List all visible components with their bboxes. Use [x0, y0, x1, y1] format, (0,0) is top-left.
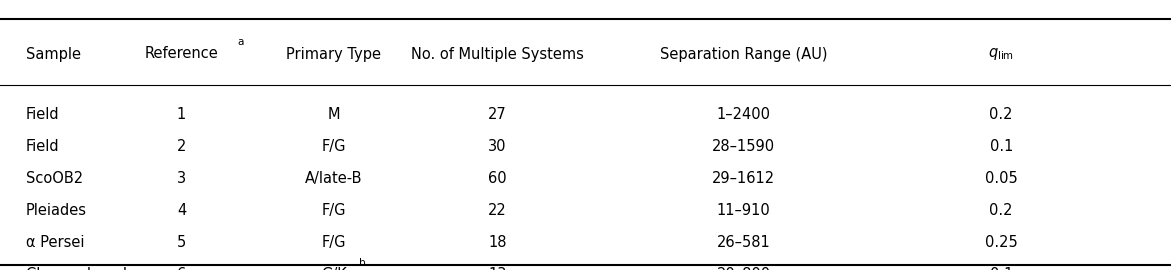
- Text: 0.05: 0.05: [985, 171, 1018, 186]
- Text: F/G: F/G: [322, 235, 345, 250]
- Text: ScoOB2: ScoOB2: [26, 171, 83, 186]
- Text: 13: 13: [488, 266, 507, 270]
- Text: 0.25: 0.25: [985, 235, 1018, 250]
- Text: 0.1: 0.1: [989, 139, 1013, 154]
- Text: 0.2: 0.2: [989, 203, 1013, 218]
- Text: 26–581: 26–581: [717, 235, 771, 250]
- Text: 60: 60: [488, 171, 507, 186]
- Text: a: a: [238, 37, 245, 47]
- Text: 22: 22: [488, 203, 507, 218]
- Text: 0.1: 0.1: [989, 266, 1013, 270]
- Text: F/G: F/G: [322, 139, 345, 154]
- Text: 4: 4: [177, 203, 186, 218]
- Text: b: b: [359, 258, 367, 268]
- Text: 11–910: 11–910: [717, 203, 771, 218]
- Text: G/K: G/K: [321, 266, 347, 270]
- Text: 0.2: 0.2: [989, 107, 1013, 122]
- Text: Reference: Reference: [145, 46, 218, 62]
- Text: M: M: [328, 107, 340, 122]
- Text: 27: 27: [488, 107, 507, 122]
- Text: Primary Type: Primary Type: [286, 46, 382, 62]
- Text: 29–1612: 29–1612: [712, 171, 775, 186]
- Text: 6: 6: [177, 266, 186, 270]
- Text: Chamaeleon I: Chamaeleon I: [26, 266, 126, 270]
- Text: Sample: Sample: [26, 46, 81, 62]
- Text: Separation Range (AU): Separation Range (AU): [659, 46, 828, 62]
- Text: 3: 3: [177, 171, 186, 186]
- Text: $\mathit{q}_{\mathrm{lim}}$: $\mathit{q}_{\mathrm{lim}}$: [988, 46, 1014, 62]
- Text: A/late-B: A/late-B: [304, 171, 363, 186]
- Text: Field: Field: [26, 107, 60, 122]
- Text: α Persei: α Persei: [26, 235, 84, 250]
- Text: 28–1590: 28–1590: [712, 139, 775, 154]
- Text: Pleiades: Pleiades: [26, 203, 87, 218]
- Text: 18: 18: [488, 235, 507, 250]
- Text: Field: Field: [26, 139, 60, 154]
- Text: 20–800: 20–800: [717, 266, 771, 270]
- Text: 30: 30: [488, 139, 507, 154]
- Text: No. of Multiple Systems: No. of Multiple Systems: [411, 46, 584, 62]
- Text: 1: 1: [177, 107, 186, 122]
- Text: 5: 5: [177, 235, 186, 250]
- Text: 1–2400: 1–2400: [717, 107, 771, 122]
- Text: F/G: F/G: [322, 203, 345, 218]
- Text: 2: 2: [177, 139, 186, 154]
